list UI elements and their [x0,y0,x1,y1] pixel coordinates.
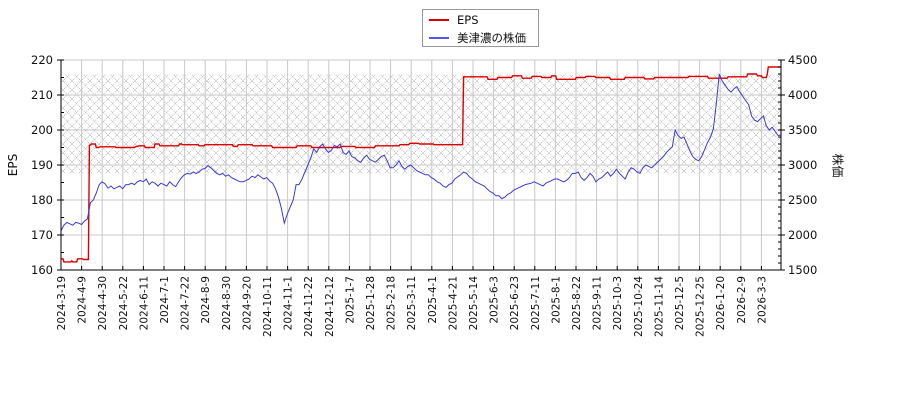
svg-text:2025-12-25: 2025-12-25 [695,276,707,337]
svg-text:2025-12-5: 2025-12-5 [674,276,686,330]
svg-text:2024-4-30: 2024-4-30 [97,276,109,330]
legend-label-price: 美津濃の株価 [457,31,526,45]
svg-text:2025-6-3: 2025-6-3 [489,276,501,324]
svg-text:2026-2-9: 2026-2-9 [736,276,748,324]
svg-text:2026-3-3: 2026-3-3 [756,276,768,324]
legend-label-eps: EPS [457,13,479,27]
svg-text:2025-10-3: 2025-10-3 [612,276,624,330]
svg-text:2025-8-1: 2025-8-1 [550,276,562,324]
svg-text:4500: 4500 [788,53,817,67]
legend: EPS 美津濃の株価 [422,9,539,47]
svg-text:2025-1-28: 2025-1-28 [365,276,377,330]
svg-text:2024-12-12: 2024-12-12 [324,276,336,337]
svg-text:2025-11-14: 2025-11-14 [653,276,665,337]
series-lines [60,66,782,263]
svg-text:2026-1-20: 2026-1-20 [715,276,727,330]
svg-text:2025-2-18: 2025-2-18 [386,276,398,330]
svg-text:2024-11-22: 2024-11-22 [303,276,315,337]
svg-text:3500: 3500 [788,123,817,137]
svg-text:2025-4-1: 2025-4-1 [427,276,439,324]
svg-text:2024-10-11: 2024-10-11 [262,276,274,337]
y-axis-right-label: 株価 [830,153,845,178]
svg-text:2025-5-14: 2025-5-14 [468,276,480,331]
svg-text:2025-4-21: 2025-4-21 [447,276,459,330]
svg-text:2024-11-1: 2024-11-1 [283,276,295,330]
svg-text:4000: 4000 [788,88,817,102]
svg-text:2025-9-11: 2025-9-11 [592,276,604,330]
legend-item-eps: EPS [429,12,479,28]
svg-text:2024-8-30: 2024-8-30 [221,276,233,330]
svg-text:210: 210 [31,88,53,102]
svg-text:160: 160 [31,263,53,277]
svg-text:2000: 2000 [788,228,817,242]
svg-text:2024-7-22: 2024-7-22 [180,276,192,330]
svg-text:2024-3-19: 2024-3-19 [56,276,68,330]
svg-text:2025-1-7: 2025-1-7 [344,276,356,324]
svg-text:2024-9-20: 2024-9-20 [241,276,253,330]
legend-item-price: 美津濃の株価 [429,30,526,46]
y-axis-left: 160 170 180 190 200 210 220 [31,53,64,277]
svg-text:170: 170 [31,228,53,242]
svg-text:180: 180 [31,193,53,207]
svg-text:2025-10-24: 2025-10-24 [633,276,645,337]
svg-text:2024-6-11: 2024-6-11 [138,276,150,330]
svg-text:2025-8-22: 2025-8-22 [571,276,583,330]
svg-text:2024-7-1: 2024-7-1 [159,276,171,324]
legend-swatch-price [429,37,449,39]
svg-text:220: 220 [31,53,53,67]
legend-swatch-eps [429,19,449,21]
svg-text:1500: 1500 [788,263,817,277]
svg-text:2500: 2500 [788,193,817,207]
svg-text:190: 190 [31,158,53,172]
svg-text:2025-7-11: 2025-7-11 [530,276,542,330]
svg-text:2025-6-23: 2025-6-23 [509,276,521,330]
x-axis: 2024-3-19 2024-4-9 2024-4-30 2024-5-22 2024-… [56,266,768,337]
svg-text:2024-8-9: 2024-8-9 [200,276,212,324]
svg-text:200: 200 [31,123,53,137]
svg-text:2024-4-9: 2024-4-9 [77,276,89,324]
hatch-band [61,74,781,174]
svg-text:2025-3-11: 2025-3-11 [406,276,418,330]
svg-text:3000: 3000 [788,158,817,172]
y-axis-left-label: EPS [6,153,21,177]
svg-text:2024-5-22: 2024-5-22 [118,276,130,330]
y-axis-right: 1500 2000 2500 3000 3500 4000 4500 [778,53,817,277]
